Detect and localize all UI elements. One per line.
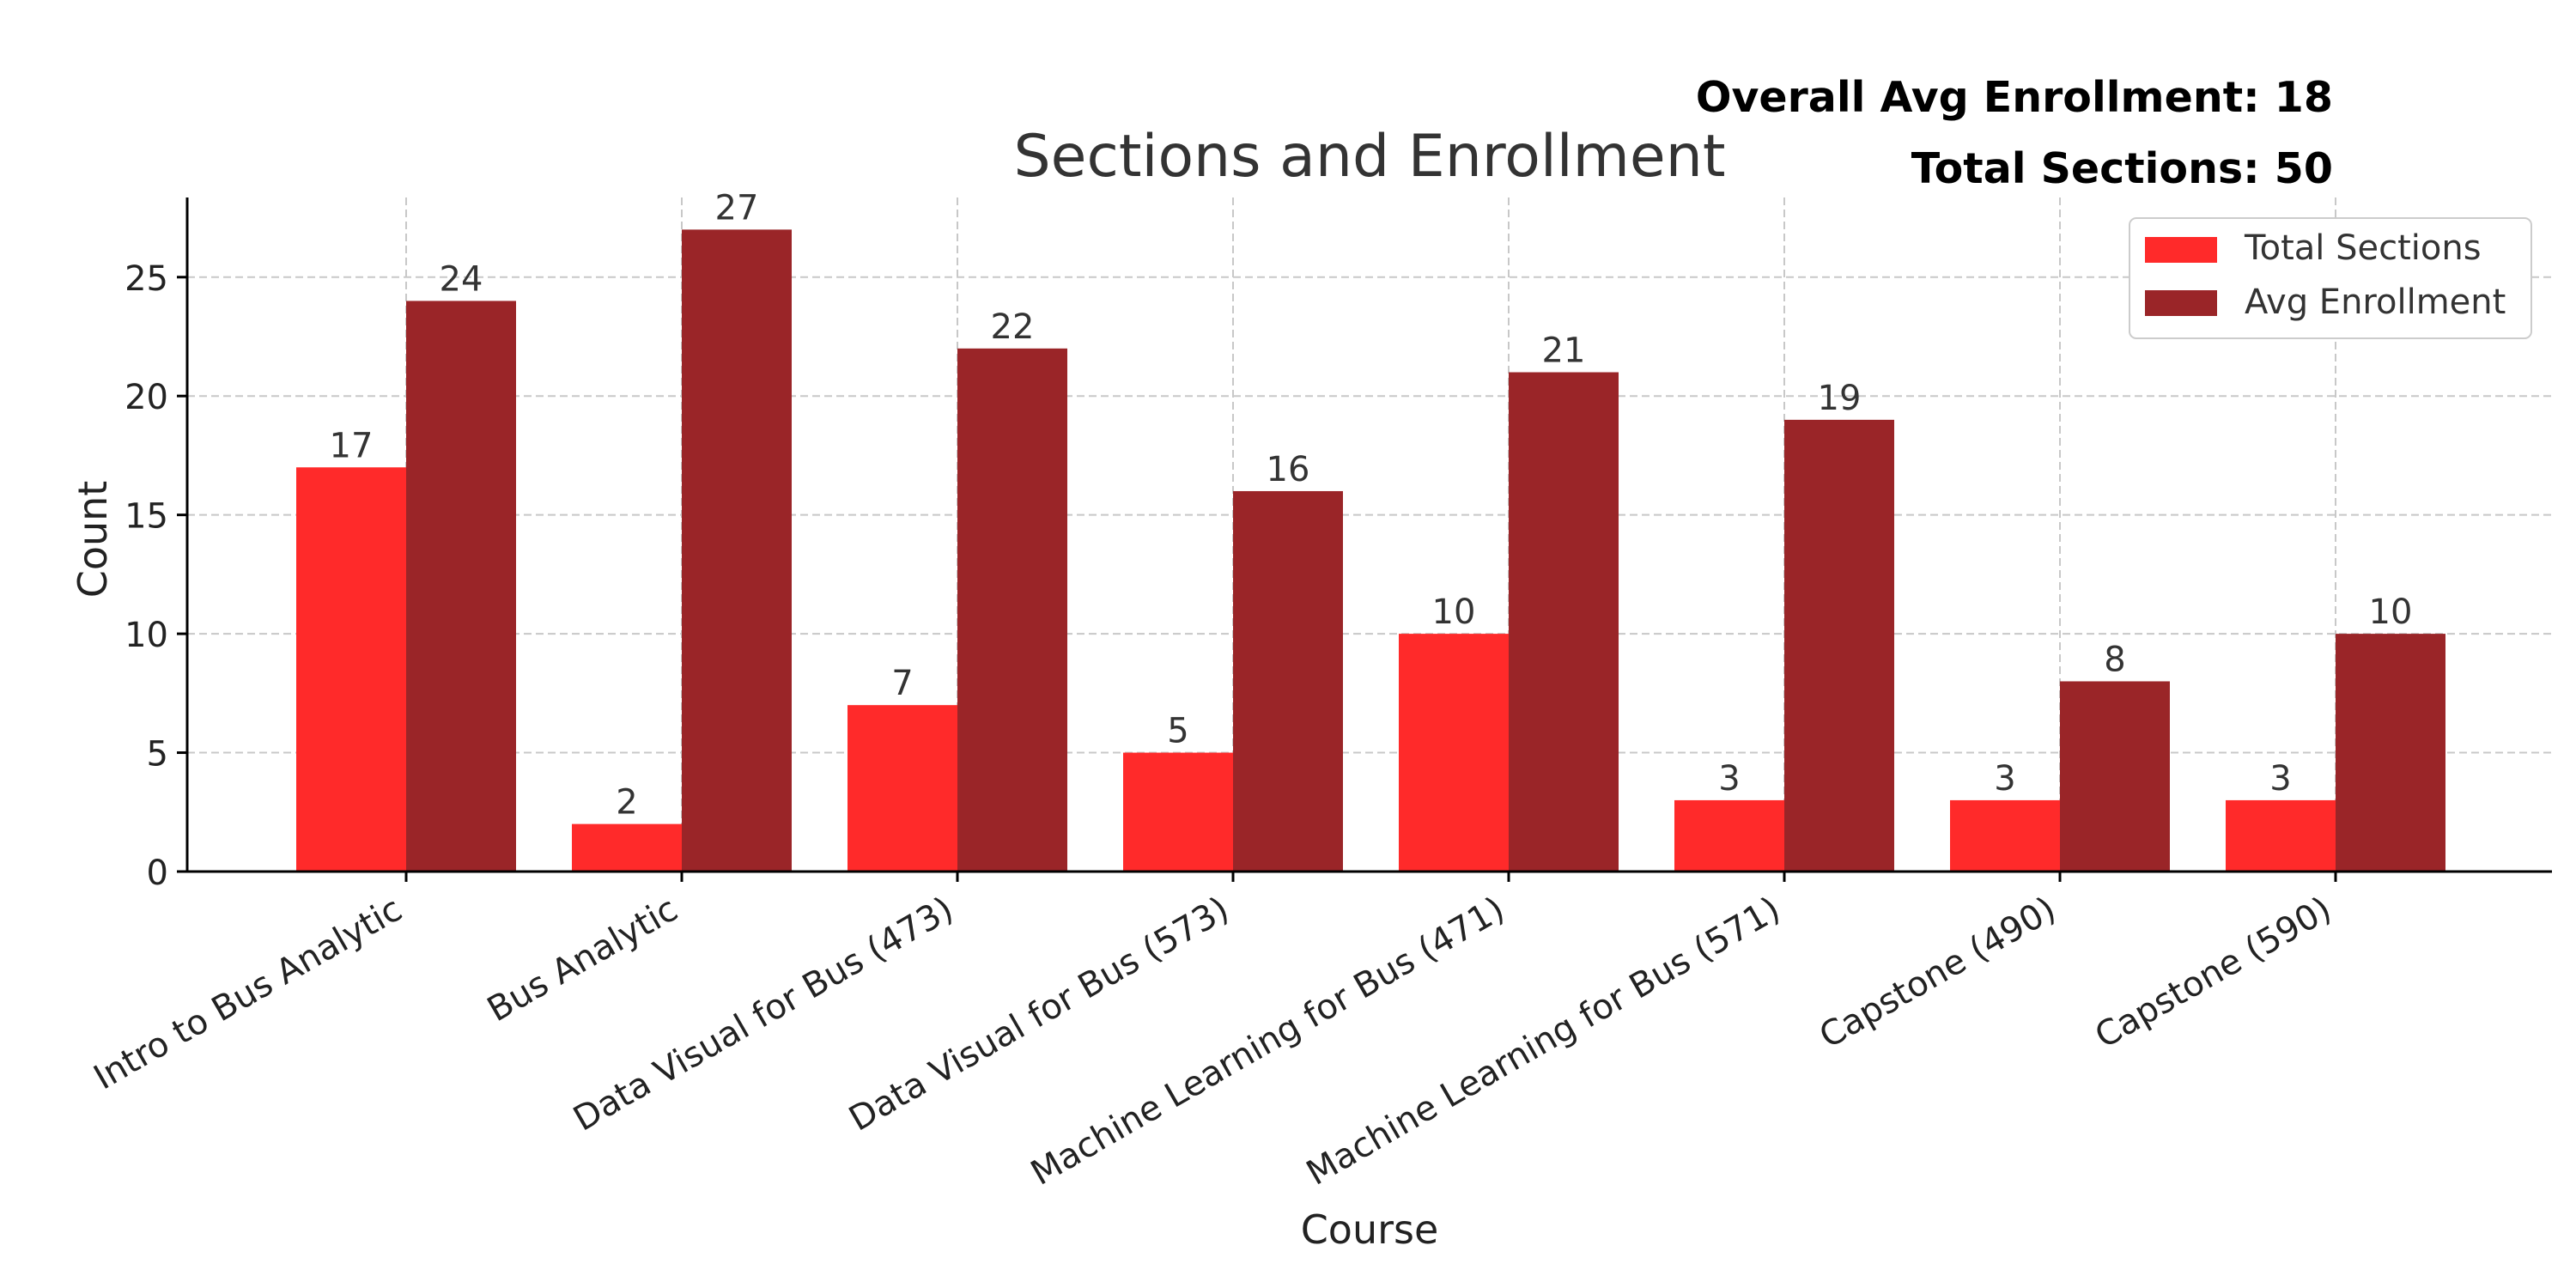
legend-swatch-avg-enrollment [2145,290,2217,316]
data-label-total-sections: 3 [1994,759,2015,799]
data-label-avg-enrollment: 16 [1267,450,1310,489]
x-axis-label: Course [1301,1206,1439,1253]
bar-total-sections [848,705,957,872]
legend: Total Sections Avg Enrollment [2129,217,2532,339]
bar-avg-enrollment [957,348,1067,872]
x-tick-label: Capstone (490) [1813,890,2063,1056]
bars [296,229,2445,872]
bar-avg-enrollment [406,301,516,872]
bar-total-sections [296,467,406,872]
data-label-total-sections: 3 [2269,759,2291,799]
data-label-avg-enrollment: 8 [2104,640,2125,679]
y-tick-label: 15 [125,497,168,537]
legend-label-avg-enrollment: Avg Enrollment [2245,283,2506,322]
data-label-total-sections: 2 [616,783,637,823]
annotation-avg-enrollment: Overall Avg Enrollment: 18 [1696,73,2333,122]
y-tick-label: 25 [125,259,168,299]
axes [177,197,2552,882]
bar-total-sections [1399,634,1509,872]
chart-title: Sections and Enrollment [1014,123,1726,191]
legend-swatch-total-sections [2145,237,2217,263]
legend-box [2129,217,2532,339]
data-label-total-sections: 3 [1718,759,1740,799]
x-tick-label: Intro to Bus Analytic [88,890,409,1098]
data-label-avg-enrollment: 27 [715,188,759,228]
bar-total-sections [1123,752,1233,872]
data-label-avg-enrollment: 19 [1818,379,1862,418]
bar-avg-enrollment [1784,419,1894,872]
bar-total-sections [1950,799,2060,872]
bar-total-sections [1674,799,1784,872]
data-label-avg-enrollment: 21 [1542,331,1586,371]
x-tick-label: Machine Learning for Bus (571) [1300,890,1787,1194]
bar-avg-enrollment [2336,634,2445,872]
y-axis-label: Count [70,481,116,598]
annotation-total-sections: Total Sections: 50 [1911,144,2333,193]
data-label-avg-enrollment: 24 [440,259,483,299]
data-label-total-sections: 7 [891,664,913,703]
y-tick-label: 20 [125,378,168,417]
y-tick-label: 5 [147,735,168,775]
data-label-avg-enrollment: 22 [991,307,1035,347]
legend-label-total-sections: Total Sections [2244,228,2482,268]
bar-total-sections [2226,799,2336,872]
data-label-total-sections: 10 [1432,592,1476,632]
x-tick-label: Bus Analytic [481,890,684,1030]
bar-avg-enrollment [682,229,792,872]
bar-total-sections [572,823,682,872]
x-tick-label: Capstone (590) [2088,890,2338,1056]
bar-avg-enrollment [1509,372,1619,872]
data-label-total-sections: 17 [330,426,374,465]
y-tick-label: 0 [147,854,168,893]
y-tick-label: 10 [125,616,168,655]
data-label-total-sections: 5 [1167,712,1188,751]
bar-avg-enrollment [1233,490,1343,872]
data-label-avg-enrollment: 10 [2369,592,2413,632]
bar-avg-enrollment [2060,681,2170,872]
x-tick-label: Machine Learning for Bus (471) [1024,890,1511,1194]
